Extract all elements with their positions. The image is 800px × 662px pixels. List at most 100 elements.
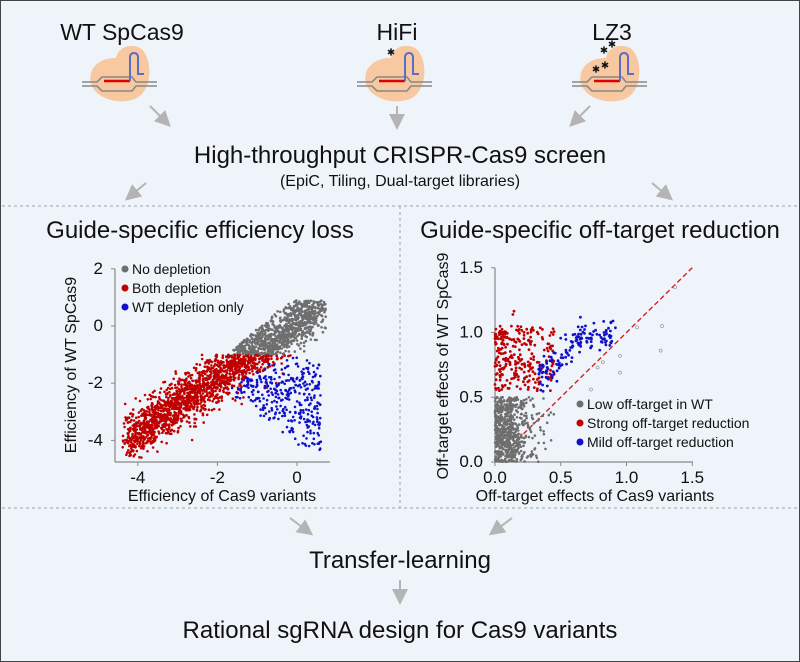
mild-reduction-point: [602, 331, 606, 334]
no-depletion-point: [302, 350, 306, 353]
strong-reduction-point: [497, 368, 501, 371]
both-depletion-point: [153, 435, 157, 439]
both-depletion-point: [209, 370, 213, 373]
outlier-point: [660, 324, 664, 328]
wt-depletion-only-point: [258, 399, 262, 403]
mild-reduction-point: [592, 321, 596, 325]
low-off-target-point: [493, 414, 497, 418]
strong-reduction-point: [494, 358, 498, 362]
strong-reduction-point: [528, 374, 532, 378]
wt-depletion-only-point: [262, 397, 265, 400]
legend-marker: [121, 265, 129, 273]
wt-depletion-only-point: [287, 379, 291, 382]
outlier-point: [595, 365, 600, 370]
no-depletion-point: [301, 314, 305, 317]
both-depletion-point: [232, 375, 235, 379]
mild-reduction-point: [569, 346, 573, 349]
both-depletion-point: [162, 429, 165, 433]
wt-depletion-only-point: [294, 383, 297, 387]
both-depletion-point: [227, 353, 230, 357]
both-depletion-point: [149, 397, 152, 401]
both-depletion-point: [186, 401, 189, 404]
both-depletion-point: [178, 403, 182, 407]
wt-depletion-only-point: [251, 400, 255, 403]
both-depletion-point: [133, 426, 136, 430]
mild-reduction-point: [555, 369, 559, 373]
wt-depletion-only-point: [288, 430, 291, 433]
both-depletion-point: [138, 456, 141, 459]
both-depletion-point: [167, 423, 171, 427]
both-depletion-point: [186, 381, 190, 385]
both-depletion-point: [163, 402, 167, 406]
both-depletion-point: [212, 382, 215, 385]
both-depletion-point: [164, 424, 167, 427]
low-off-target-point: [496, 400, 500, 404]
wt-depletion-only-point: [303, 380, 307, 384]
both-depletion-point: [229, 365, 232, 369]
wt-depletion-only-point: [306, 398, 309, 402]
both-depletion-point: [211, 399, 214, 403]
both-depletion-point: [223, 365, 227, 369]
mild-reduction-point: [548, 359, 552, 362]
low-off-target-point: [524, 422, 527, 425]
wt-depletion-only-point: [273, 416, 276, 419]
both-depletion-point: [219, 362, 223, 366]
strong-reduction-point: [535, 330, 539, 334]
wt-depletion-only-point: [270, 378, 273, 381]
low-off-target-point: [508, 415, 511, 418]
both-depletion-point: [214, 386, 218, 390]
mutation-star-icon: [387, 48, 395, 56]
mild-reduction-point: [567, 353, 570, 357]
low-off-target-point: [506, 412, 509, 416]
strong-reduction-point: [545, 346, 549, 350]
both-depletion-point: [221, 389, 225, 393]
no-depletion-point: [281, 327, 285, 330]
both-depletion-point: [210, 393, 214, 397]
strong-reduction-point: [498, 324, 502, 328]
mild-reduction-point: [598, 348, 602, 352]
no-depletion-point: [296, 315, 299, 318]
low-off-target-point: [515, 460, 519, 463]
mild-reduction-point: [555, 362, 558, 366]
no-depletion-point: [309, 338, 313, 341]
both-depletion-point: [165, 388, 168, 392]
strong-reduction-point: [522, 380, 525, 384]
no-depletion-point: [232, 348, 235, 352]
strong-reduction-point: [495, 372, 499, 375]
low-off-target-point: [518, 443, 521, 447]
wt-depletion-only-point: [269, 381, 272, 384]
wt-depletion-only-point: [290, 428, 294, 432]
no-depletion-point: [317, 303, 320, 307]
both-depletion-point: [122, 422, 126, 425]
no-depletion-point: [311, 311, 315, 315]
wt-depletion-only-point: [285, 425, 289, 429]
low-off-target-point: [498, 421, 501, 425]
no-depletion-point: [275, 325, 278, 329]
both-depletion-point: [245, 364, 249, 368]
strong-reduction-point: [499, 375, 502, 379]
both-depletion-point: [125, 451, 129, 454]
legend-marker: [121, 284, 129, 292]
wt-depletion-only-point: [254, 404, 258, 408]
mild-reduction-point: [541, 389, 545, 393]
both-depletion-point: [276, 357, 279, 360]
wt-depletion-only-point: [263, 384, 267, 388]
wt-depletion-only-point: [274, 391, 278, 395]
both-depletion-point: [241, 371, 244, 375]
wt-depletion-only-point: [249, 398, 253, 402]
mild-reduction-point: [578, 350, 581, 354]
both-depletion-point: [157, 422, 161, 425]
both-depletion-point: [151, 430, 155, 433]
both-depletion-point: [148, 430, 151, 434]
mild-reduction-point: [552, 351, 556, 355]
wt-depletion-only-point: [316, 384, 320, 387]
both-depletion-point: [138, 399, 142, 403]
strong-reduction-point: [518, 331, 521, 335]
mild-reduction-point: [551, 370, 555, 373]
no-depletion-point: [284, 349, 287, 353]
wt-depletion-only-point: [316, 418, 319, 421]
x-tick-label: 0.5: [549, 468, 573, 487]
both-depletion-point: [168, 408, 171, 412]
strong-reduction-point: [511, 313, 515, 316]
